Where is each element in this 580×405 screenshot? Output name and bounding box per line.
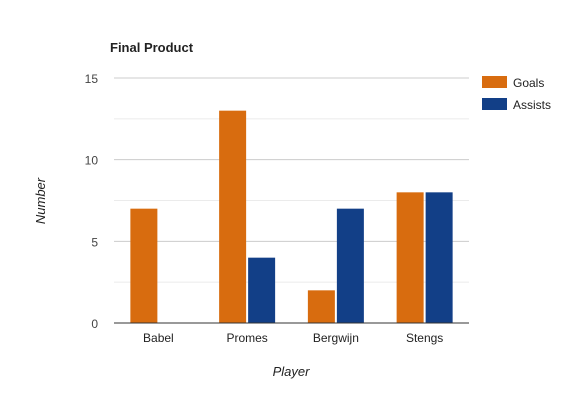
x-axis-ticks: Babel Promes Bergwijn Stengs xyxy=(143,331,443,345)
bar-assists-stengs[interactable] xyxy=(425,192,453,323)
bar-goals-promes[interactable] xyxy=(219,110,247,324)
bar-goals-bergwijn[interactable] xyxy=(307,290,335,323)
legend-swatch-assists xyxy=(482,98,507,110)
legend: Goals Assists xyxy=(482,76,551,112)
x-tick-label: Stengs xyxy=(406,331,443,345)
y-tick-label: 10 xyxy=(85,154,99,168)
chart-title: Final Product xyxy=(110,40,194,55)
y-tick-label: 0 xyxy=(91,317,98,331)
bar-goals-stengs[interactable] xyxy=(396,192,424,323)
legend-label-assists: Assists xyxy=(513,98,551,112)
bar-assists-bergwijn[interactable] xyxy=(336,208,364,323)
x-tick-label: Bergwijn xyxy=(313,331,359,345)
x-tick-label: Babel xyxy=(143,331,174,345)
legend-label-goals: Goals xyxy=(513,76,544,90)
bar-assists-promes[interactable] xyxy=(248,257,276,323)
y-tick-label: 15 xyxy=(85,72,99,86)
x-axis-title: Player xyxy=(273,364,311,379)
y-axis-title: Number xyxy=(33,177,48,224)
y-axis-ticks: 0 5 10 15 xyxy=(85,72,99,331)
bars xyxy=(130,110,453,324)
legend-swatch-goals xyxy=(482,76,507,88)
bar-goals-babel[interactable] xyxy=(130,208,158,323)
x-tick-label: Promes xyxy=(226,331,267,345)
y-tick-label: 5 xyxy=(91,235,98,249)
